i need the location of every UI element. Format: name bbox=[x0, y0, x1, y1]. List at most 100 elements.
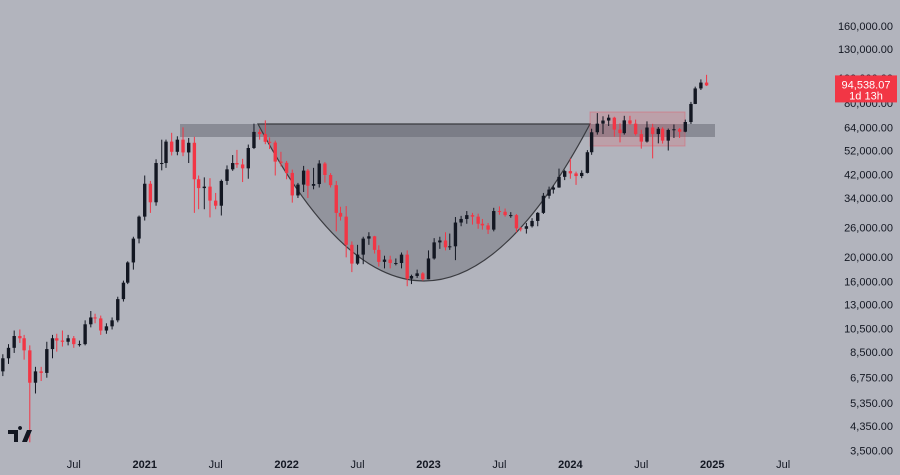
candles bbox=[1, 74, 709, 443]
candle-body bbox=[689, 103, 693, 123]
candle-body bbox=[448, 246, 452, 248]
candle-body bbox=[530, 220, 534, 227]
candle-body bbox=[562, 171, 567, 177]
candle-body bbox=[137, 216, 141, 239]
x-tick-label: 2024 bbox=[558, 459, 583, 471]
candle-body bbox=[55, 338, 59, 341]
candle-body bbox=[574, 173, 578, 177]
candle-body bbox=[524, 226, 529, 229]
candle-body bbox=[77, 344, 82, 346]
candle-body bbox=[486, 225, 490, 230]
x-tick-label: Jul bbox=[634, 459, 648, 471]
candle-body bbox=[639, 134, 643, 142]
x-tick-label: Jul bbox=[351, 459, 365, 471]
y-tick-label: 13,000.00 bbox=[844, 300, 893, 312]
candle-body bbox=[83, 324, 87, 345]
x-tick-label: 2025 bbox=[700, 459, 724, 471]
y-tick-label: 160,000.00 bbox=[838, 21, 893, 33]
candle-body bbox=[328, 174, 333, 186]
candle-body bbox=[628, 120, 632, 124]
candle-body bbox=[306, 170, 310, 186]
candle-body bbox=[290, 172, 294, 196]
candle-body bbox=[551, 187, 556, 190]
candle-body bbox=[18, 335, 22, 339]
candle-body bbox=[693, 88, 697, 104]
candle-body bbox=[317, 163, 321, 185]
y-tick-label: 130,000.00 bbox=[838, 44, 893, 56]
candle-body bbox=[311, 184, 316, 186]
candle-body bbox=[443, 240, 448, 248]
candle-body bbox=[585, 152, 590, 173]
candle-body bbox=[1, 358, 5, 372]
candle-body bbox=[399, 254, 404, 264]
candle-body bbox=[187, 142, 191, 153]
candle-body bbox=[202, 186, 206, 189]
candle-body bbox=[699, 82, 703, 89]
candle-body bbox=[405, 254, 409, 279]
candle-body bbox=[246, 148, 250, 169]
x-tick-label: Jul bbox=[492, 459, 506, 471]
price-tag-value: 94,538.07 bbox=[842, 79, 891, 91]
candle-body bbox=[338, 212, 343, 217]
candle-body bbox=[219, 180, 224, 206]
y-tick-label: 26,000.00 bbox=[844, 223, 893, 235]
candle-body bbox=[622, 120, 626, 134]
candle-body bbox=[453, 222, 458, 247]
candle-body bbox=[601, 120, 605, 124]
candle-body bbox=[432, 242, 436, 259]
candle-body bbox=[252, 131, 256, 149]
candle-body bbox=[273, 142, 277, 162]
candle-body bbox=[372, 236, 377, 250]
candle-body bbox=[503, 211, 507, 216]
candle-body bbox=[465, 215, 469, 219]
candle-body bbox=[704, 82, 709, 86]
candle-body bbox=[116, 299, 120, 321]
candle-body bbox=[426, 258, 431, 280]
x-tick-label: Jul bbox=[776, 459, 790, 471]
candle-body bbox=[126, 262, 130, 283]
candle-body bbox=[12, 335, 16, 348]
candle-body bbox=[589, 132, 594, 153]
candle-body bbox=[334, 185, 338, 213]
y-tick-label: 16,000.00 bbox=[844, 277, 893, 289]
candle-body bbox=[230, 163, 235, 170]
candle-body bbox=[121, 282, 126, 300]
candle-body bbox=[666, 129, 670, 141]
candle-body bbox=[45, 349, 49, 373]
candle-body bbox=[606, 117, 611, 121]
y-tick-label: 5,350.00 bbox=[850, 398, 893, 410]
candle-body bbox=[394, 263, 398, 265]
candle-body bbox=[536, 212, 540, 221]
x-tick-label: 2023 bbox=[416, 459, 440, 471]
candle-body bbox=[143, 183, 147, 217]
candle-body bbox=[50, 338, 55, 350]
candle-body bbox=[196, 179, 201, 189]
candle-body bbox=[557, 176, 561, 188]
candle-body bbox=[192, 142, 197, 180]
candle-body bbox=[683, 122, 687, 132]
candle-body bbox=[367, 236, 371, 239]
x-tick-label: Jul bbox=[67, 459, 81, 471]
candle-body bbox=[580, 172, 584, 177]
candle-body bbox=[235, 163, 239, 165]
candle-body bbox=[377, 249, 381, 262]
candle-body bbox=[60, 340, 65, 342]
candle-body bbox=[110, 320, 114, 327]
y-tick-label: 64,000.00 bbox=[844, 123, 893, 135]
x-tick-label: 2021 bbox=[132, 459, 156, 471]
y-tick-label: 42,000.00 bbox=[844, 169, 893, 181]
candle-body bbox=[514, 215, 519, 229]
candle-body bbox=[267, 141, 272, 143]
candle-body bbox=[240, 164, 245, 169]
candle-body bbox=[568, 171, 573, 174]
candle-body bbox=[160, 163, 164, 165]
candle-body bbox=[279, 161, 283, 163]
candle-body bbox=[350, 244, 354, 264]
candle-body bbox=[225, 169, 229, 181]
candle-body bbox=[388, 259, 392, 264]
candle-body bbox=[519, 228, 523, 230]
candle-body bbox=[344, 216, 348, 245]
candle-body bbox=[497, 211, 502, 213]
y-tick-label: 34,000.00 bbox=[844, 193, 893, 205]
